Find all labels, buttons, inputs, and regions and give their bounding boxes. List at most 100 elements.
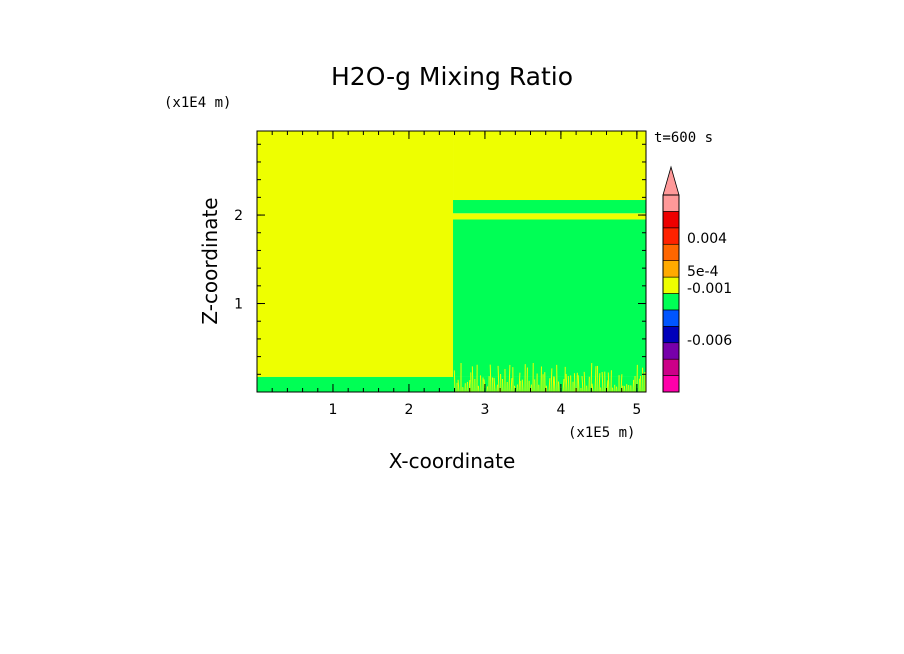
surface-noise-mark — [577, 375, 580, 393]
surface-noise-mark — [424, 386, 427, 393]
surface-noise-mark — [620, 374, 623, 393]
surface-noise-mark — [367, 388, 370, 393]
heatmap-region — [453, 200, 646, 214]
colorbar-level — [662, 260, 680, 278]
surface-noise-mark — [281, 382, 284, 393]
colorbar-level — [662, 293, 680, 311]
x-tick-label: 2 — [404, 402, 413, 418]
surface-noise-mark — [372, 385, 375, 393]
surface-noise-mark — [269, 385, 272, 393]
surface-noise-mark — [435, 386, 438, 393]
surface-noise-mark — [557, 381, 560, 393]
colorbar — [662, 165, 680, 393]
surface-noise-mark — [468, 380, 471, 393]
surface-noise-mark — [562, 378, 565, 393]
heatmap-region — [257, 131, 454, 377]
surface-noise-mark — [594, 366, 597, 393]
surface-noise-mark — [278, 382, 281, 393]
surface-noise-mark — [325, 384, 328, 393]
surface-noise-mark — [389, 386, 392, 393]
surface-noise-mark — [328, 387, 331, 393]
surface-noise-mark — [442, 383, 445, 393]
surface-noise-mark — [477, 385, 480, 393]
surface-noise-mark — [356, 388, 359, 393]
surface-noise-mark — [590, 363, 593, 393]
surface-noise-mark — [550, 368, 553, 393]
surface-noise-mark — [352, 386, 355, 393]
surface-noise-mark — [508, 364, 511, 393]
surface-noise-mark — [607, 372, 610, 393]
colorbar-level — [662, 326, 680, 344]
x-scale-label: (x1E5 m) — [568, 425, 635, 441]
colorbar-level — [662, 309, 680, 327]
colorbar-level — [662, 358, 680, 376]
surface-noise-mark — [323, 387, 326, 393]
colorbar-labels: 0.004 5e-4-0.001 -0.006 — [687, 231, 732, 349]
x-tick-label: 1 — [329, 402, 338, 418]
surface-noise-mark — [383, 383, 386, 393]
colorbar-level — [662, 276, 680, 294]
surface-noise-mark — [364, 384, 367, 393]
surface-noise-mark — [366, 388, 369, 393]
colorbar-level — [662, 375, 680, 393]
time-label: t=600 s — [654, 130, 713, 146]
surface-noise-mark — [289, 386, 292, 393]
surface-noise-mark — [545, 385, 548, 393]
surface-noise-mark — [591, 383, 594, 393]
surface-noise-mark — [553, 376, 556, 393]
surface-noise-mark — [300, 387, 303, 393]
colorbar-level — [662, 342, 680, 360]
surface-noise-mark — [493, 377, 496, 393]
surface-noise-mark — [451, 384, 454, 393]
surface-noise-mark — [414, 385, 417, 393]
colorbar-label: 5e-4 — [687, 264, 719, 280]
heatmap-region — [453, 219, 646, 377]
surface-noise-mark — [510, 378, 513, 393]
surface-noise-mark — [344, 387, 347, 393]
colorbar-label: -0.001 — [687, 281, 732, 297]
y-ticks: 12 — [234, 143, 646, 375]
surface-noise-mark — [489, 364, 492, 393]
surface-noise-mark — [307, 388, 310, 393]
surface-noise-mark — [581, 376, 584, 393]
surface-noise-mark — [288, 388, 291, 393]
surface-noise-mark — [601, 371, 604, 393]
surface-noise-mark — [471, 366, 474, 393]
surface-noise-mark — [398, 387, 401, 393]
surface-noise-mark — [518, 372, 521, 393]
colorbar-extend-arrow — [662, 165, 680, 196]
colorbar-frame — [662, 194, 680, 393]
surface-noise-mark — [294, 388, 297, 393]
surface-noise-mark — [583, 371, 586, 393]
surface-noise-mark — [385, 388, 388, 393]
surface-noise-mark — [491, 377, 494, 393]
x-tick-label: 4 — [556, 402, 565, 418]
colorbar-label: 0.004 — [687, 231, 727, 247]
surface-noise-mark — [501, 379, 504, 393]
surface-noise-mark — [565, 373, 568, 393]
surface-noise-mark — [335, 385, 338, 393]
surface-noise-mark — [573, 373, 576, 393]
surface-noise-mark — [434, 384, 437, 393]
heatmap-region — [453, 213, 646, 220]
surface-noise-mark — [552, 376, 555, 393]
surface-noise-mark — [275, 388, 278, 393]
surface-noise-mark — [632, 379, 635, 393]
surface-noise-mark — [430, 383, 433, 393]
y-scale-label: (x1E4 m) — [164, 95, 231, 111]
surface-noise-mark — [497, 365, 500, 393]
surface-noise-mark — [266, 387, 269, 393]
x-ticks: 1 2 3 4 5 — [271, 131, 641, 418]
heatmap-region — [453, 131, 646, 201]
x-tick-label: 3 — [480, 402, 489, 418]
plot-frame — [256, 130, 647, 393]
x-axis-label: X-coordinate — [389, 449, 516, 473]
colorbar-level — [662, 227, 680, 245]
surface-noise-mark — [606, 380, 609, 393]
colorbar-level — [662, 211, 680, 229]
chart-title: H2O-g Mixing Ratio — [331, 62, 573, 91]
colorbar-level — [662, 243, 680, 261]
surface-noise-mark — [457, 379, 460, 393]
y-axis-label: Z-coordinate — [198, 197, 222, 324]
